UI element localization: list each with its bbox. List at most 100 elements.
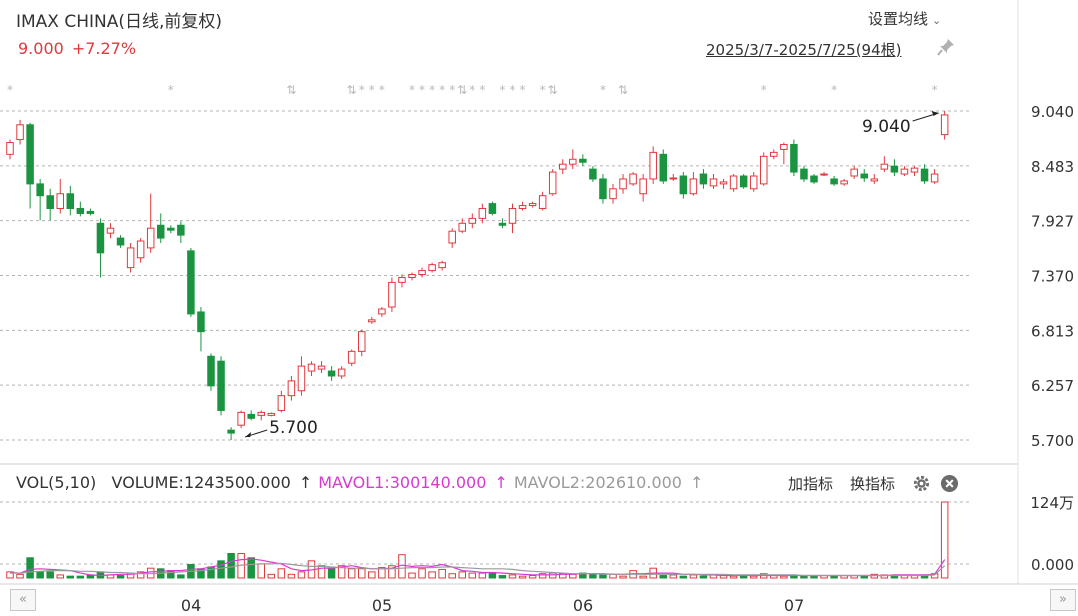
event-marker[interactable]: *: [409, 83, 415, 97]
candle-body[interactable]: [317, 365, 326, 370]
candle-body[interactable]: [146, 227, 155, 249]
event-marker[interactable]: *: [7, 83, 13, 97]
candle-body[interactable]: [850, 168, 858, 177]
candle-body[interactable]: [528, 203, 537, 207]
event-marker[interactable]: ⇅: [548, 83, 558, 97]
volume-bar[interactable]: [669, 574, 678, 579]
swap-indicator-button[interactable]: 换指标: [850, 475, 896, 493]
candle-body[interactable]: [267, 412, 276, 416]
candle-body[interactable]: [347, 350, 356, 364]
candle-body[interactable]: [136, 240, 145, 259]
volume-bar[interactable]: [810, 575, 818, 579]
candle-body[interactable]: [86, 210, 95, 214]
candle-body[interactable]: [307, 363, 316, 372]
volume-bar[interactable]: [247, 557, 255, 579]
candle-body[interactable]: [96, 222, 105, 254]
volume-bar[interactable]: [448, 573, 456, 579]
volume-bar[interactable]: [739, 575, 748, 579]
event-marker[interactable]: ⇅: [286, 83, 296, 97]
volume-bar[interactable]: [749, 575, 758, 579]
volume-bar[interactable]: [16, 573, 24, 579]
candle-body[interactable]: [66, 193, 75, 210]
volume-bar[interactable]: [528, 575, 537, 579]
volume-bar[interactable]: [358, 568, 366, 579]
candle-body[interactable]: [368, 319, 376, 323]
candle-body[interactable]: [287, 380, 296, 397]
candle-body[interactable]: [870, 178, 879, 182]
volume-bar[interactable]: [729, 575, 738, 579]
event-marker[interactable]: *: [600, 83, 606, 97]
volume-bar[interactable]: [458, 571, 466, 579]
event-marker[interactable]: *: [831, 83, 837, 97]
candle-body[interactable]: [739, 175, 748, 188]
event-marker[interactable]: *: [761, 83, 767, 97]
volume-bar[interactable]: [26, 557, 34, 579]
volume-bar[interactable]: [679, 575, 688, 579]
candle-body[interactable]: [910, 167, 919, 173]
volume-bar[interactable]: [6, 571, 14, 579]
candle-body[interactable]: [488, 203, 497, 214]
candle-body[interactable]: [820, 173, 828, 176]
event-marker[interactable]: *: [510, 83, 516, 97]
volume-bar[interactable]: [699, 575, 708, 579]
candle-body[interactable]: [810, 175, 818, 183]
candle-body[interactable]: [247, 413, 255, 419]
candle-body[interactable]: [920, 168, 929, 182]
candle-body[interactable]: [538, 195, 547, 210]
volume-bar[interactable]: [659, 575, 667, 579]
candle-body[interactable]: [780, 143, 788, 150]
candle-body[interactable]: [227, 429, 235, 434]
event-marker[interactable]: *: [359, 83, 365, 97]
candle-body[interactable]: [126, 247, 135, 269]
volume-bar[interactable]: [297, 571, 306, 579]
candle-body[interactable]: [16, 124, 24, 141]
candle-body[interactable]: [237, 411, 245, 426]
candle-body[interactable]: [56, 193, 64, 210]
volume-bar[interactable]: [36, 571, 44, 579]
candle-body[interactable]: [337, 368, 346, 377]
ma-settings-dropdown[interactable]: 设置均线 ⌄: [868, 8, 941, 29]
candle-body[interactable]: [579, 158, 587, 163]
event-marker[interactable]: *: [419, 83, 425, 97]
volume-bar[interactable]: [780, 575, 788, 579]
event-marker[interactable]: *: [540, 83, 546, 97]
candle-body[interactable]: [76, 208, 85, 214]
event-marker[interactable]: *: [168, 83, 174, 97]
candle-body[interactable]: [207, 355, 215, 387]
volume-bar[interactable]: [488, 571, 497, 579]
candle-body[interactable]: [880, 163, 889, 170]
candle-body[interactable]: [559, 163, 567, 170]
volume-bar[interactable]: [428, 571, 436, 579]
candle-body[interactable]: [508, 208, 517, 224]
volume-bar[interactable]: [830, 575, 838, 579]
candle-body[interactable]: [649, 151, 657, 180]
volume-bar[interactable]: [368, 571, 376, 579]
volume-bar[interactable]: [689, 574, 698, 579]
candle-body[interactable]: [830, 178, 838, 185]
volume-bar[interactable]: [388, 565, 396, 579]
volume-bar[interactable]: [287, 573, 296, 579]
event-marker[interactable]: *: [469, 83, 475, 97]
volume-bar[interactable]: [337, 565, 346, 579]
candle-body[interactable]: [569, 158, 577, 165]
volume-bar[interactable]: [327, 568, 336, 579]
candle-body[interactable]: [418, 270, 426, 276]
date-range-link[interactable]: 2025/3/7-2025/7/25(94根): [706, 41, 902, 59]
candle-body[interactable]: [860, 173, 868, 179]
candle-body[interactable]: [589, 168, 597, 180]
candle-body[interactable]: [619, 178, 627, 190]
candle-body[interactable]: [699, 173, 708, 185]
candle-body[interactable]: [106, 227, 115, 234]
candle-body[interactable]: [609, 188, 617, 200]
event-marker[interactable]: ⇅: [347, 83, 357, 97]
candle-body[interactable]: [116, 237, 125, 246]
candle-body[interactable]: [36, 183, 44, 197]
volume-bar[interactable]: [518, 575, 527, 579]
candle-body[interactable]: [6, 142, 14, 155]
candle-body[interactable]: [177, 224, 185, 236]
candle-body[interactable]: [840, 180, 848, 185]
volume-bar[interactable]: [76, 575, 85, 579]
volume-bar[interactable]: [468, 572, 477, 579]
close-circle-icon[interactable]: [940, 474, 959, 497]
